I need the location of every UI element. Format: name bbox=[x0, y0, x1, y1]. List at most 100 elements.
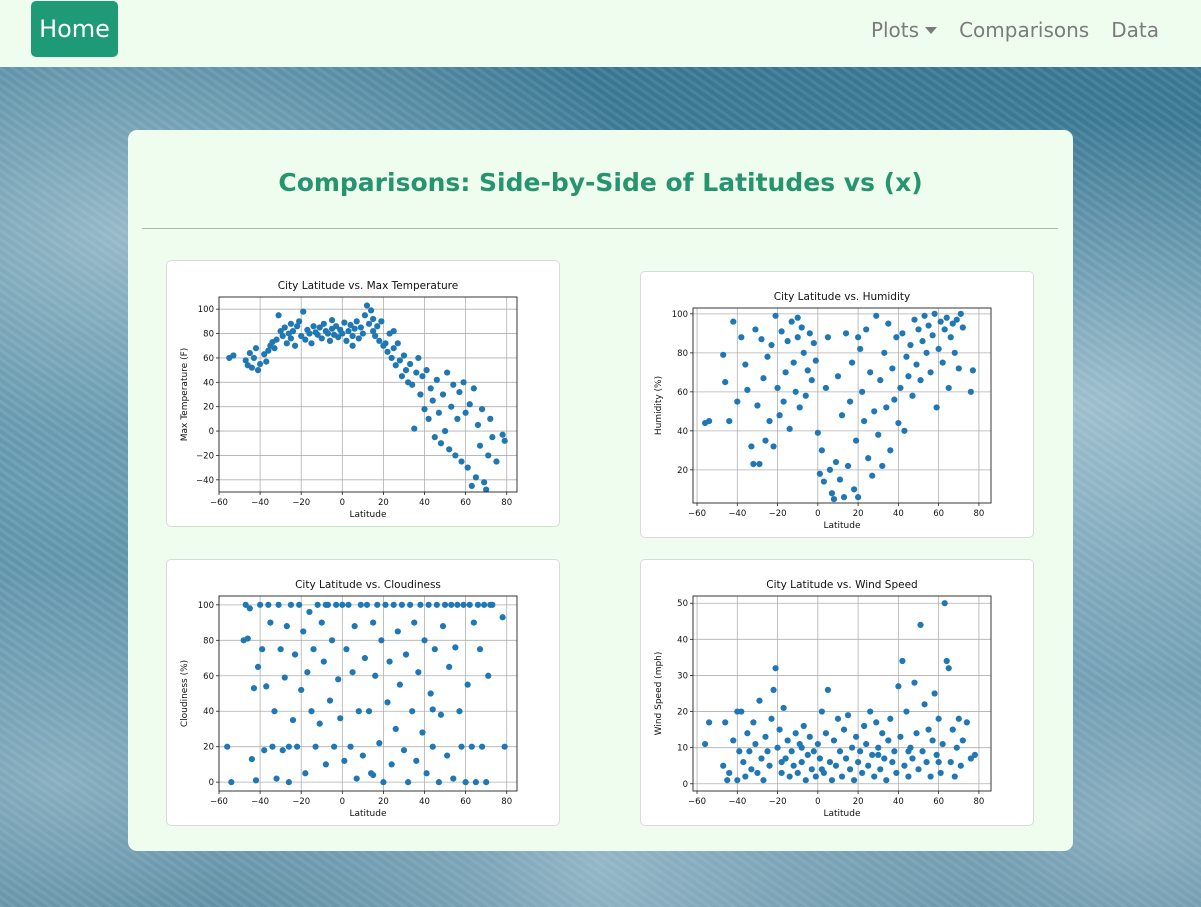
y-tick-label: 100 bbox=[198, 305, 214, 315]
x-tick-label: −60 bbox=[688, 509, 706, 519]
scatter-point bbox=[913, 361, 920, 368]
scatter-point bbox=[786, 425, 793, 432]
scatter-point bbox=[296, 601, 303, 608]
scatter-point bbox=[824, 686, 832, 693]
scatter-point bbox=[341, 319, 348, 326]
scatter-point bbox=[766, 762, 773, 769]
scatter-point bbox=[396, 357, 403, 364]
x-tick-label: 80 bbox=[974, 509, 985, 519]
scatter-point bbox=[881, 755, 888, 762]
scatter-point bbox=[879, 462, 886, 470]
scatter-point bbox=[933, 751, 940, 758]
scatter-point bbox=[392, 725, 399, 733]
chart-title: City Latitude vs. Humidity bbox=[774, 291, 910, 303]
y-tick-label: 80 bbox=[203, 330, 214, 340]
scatter-point bbox=[893, 334, 900, 341]
scatter-point bbox=[476, 646, 484, 653]
scatter-point bbox=[877, 766, 884, 773]
scatter-point bbox=[304, 669, 311, 676]
scatter-point bbox=[891, 396, 898, 403]
scatter-point bbox=[939, 740, 946, 748]
scatter-point bbox=[832, 762, 840, 769]
scatter-point bbox=[947, 759, 954, 766]
x-tick-label: 40 bbox=[419, 797, 430, 807]
scatter-point bbox=[722, 719, 729, 726]
scatter-point bbox=[957, 310, 964, 317]
scatter-point bbox=[279, 747, 286, 754]
scatter-point bbox=[734, 398, 741, 405]
scatter-point bbox=[855, 759, 862, 766]
scatter-point bbox=[390, 345, 397, 352]
scatter-point bbox=[392, 362, 399, 369]
scatter-point bbox=[830, 737, 838, 744]
scatter-point bbox=[291, 651, 299, 658]
x-tick-label: 60 bbox=[933, 797, 944, 807]
scatter-point bbox=[895, 683, 902, 690]
x-axis-label: Latitude bbox=[823, 809, 861, 819]
scatter-point bbox=[762, 733, 769, 740]
scatter-point bbox=[967, 388, 974, 395]
scatter-point bbox=[257, 360, 264, 368]
scatter-point bbox=[722, 379, 729, 386]
x-tick-label: 0 bbox=[340, 797, 345, 807]
scatter-point bbox=[353, 775, 360, 782]
scatter-point bbox=[413, 369, 420, 376]
scatter-point bbox=[857, 748, 864, 755]
scatter-point bbox=[324, 330, 332, 337]
scatter-point bbox=[421, 637, 428, 644]
scatter-point bbox=[462, 779, 469, 786]
scatter-point bbox=[887, 447, 894, 454]
scatter-point bbox=[386, 658, 393, 665]
y-tick-label: 20 bbox=[203, 403, 214, 413]
scatter-point bbox=[792, 388, 799, 395]
scatter-point bbox=[865, 455, 872, 462]
scatter-point bbox=[287, 335, 295, 342]
scatter-point bbox=[937, 769, 944, 777]
scatter-point bbox=[341, 757, 348, 764]
scatter-point bbox=[248, 364, 255, 371]
scatter-point bbox=[228, 779, 235, 786]
nav-comparisons-link[interactable]: Comparisons bbox=[959, 18, 1089, 42]
scatter-point bbox=[314, 601, 321, 608]
x-tick-label: −20 bbox=[769, 797, 787, 807]
scatter-point bbox=[706, 719, 713, 726]
scatter-point bbox=[736, 748, 743, 755]
home-brand-link[interactable]: Home bbox=[31, 1, 118, 57]
scatter-point bbox=[836, 476, 844, 483]
y-tick-label: 20 bbox=[677, 708, 688, 718]
scatter-point bbox=[474, 601, 482, 608]
scatter-point bbox=[433, 601, 440, 608]
x-tick-label: −60 bbox=[210, 797, 228, 807]
scatter-point bbox=[458, 458, 465, 465]
scatter-point bbox=[347, 321, 354, 329]
scatter-point bbox=[808, 377, 815, 384]
scatter-point bbox=[846, 766, 854, 773]
nav-data-link[interactable]: Data bbox=[1111, 18, 1159, 42]
scatter-point bbox=[832, 458, 840, 466]
scatter-point bbox=[425, 601, 432, 608]
scatter-point bbox=[806, 330, 813, 337]
scatter-point bbox=[915, 766, 922, 773]
scatter-point bbox=[281, 324, 288, 331]
scatter-point bbox=[889, 365, 896, 372]
scatter-point bbox=[306, 608, 313, 616]
scatter-point bbox=[318, 335, 325, 342]
scatter-point bbox=[842, 330, 850, 337]
scatter-point bbox=[460, 379, 467, 386]
scatter-point bbox=[398, 601, 406, 608]
scatter-point bbox=[454, 601, 461, 608]
scatter-point bbox=[939, 359, 946, 366]
y-tick-label: 30 bbox=[677, 671, 688, 681]
scatter-point bbox=[485, 452, 492, 459]
scatter-point bbox=[893, 769, 900, 777]
scatter-point bbox=[450, 381, 457, 388]
scatter-point bbox=[748, 443, 755, 450]
scatter-point bbox=[349, 342, 356, 349]
scatter-point bbox=[720, 351, 727, 358]
scatter-point bbox=[931, 310, 938, 317]
scatter-point bbox=[786, 773, 793, 780]
nav-plots-dropdown[interactable]: Plots bbox=[871, 18, 938, 42]
scatter-point bbox=[770, 686, 777, 693]
scatter-point bbox=[913, 730, 920, 737]
scatter-point bbox=[372, 672, 379, 679]
